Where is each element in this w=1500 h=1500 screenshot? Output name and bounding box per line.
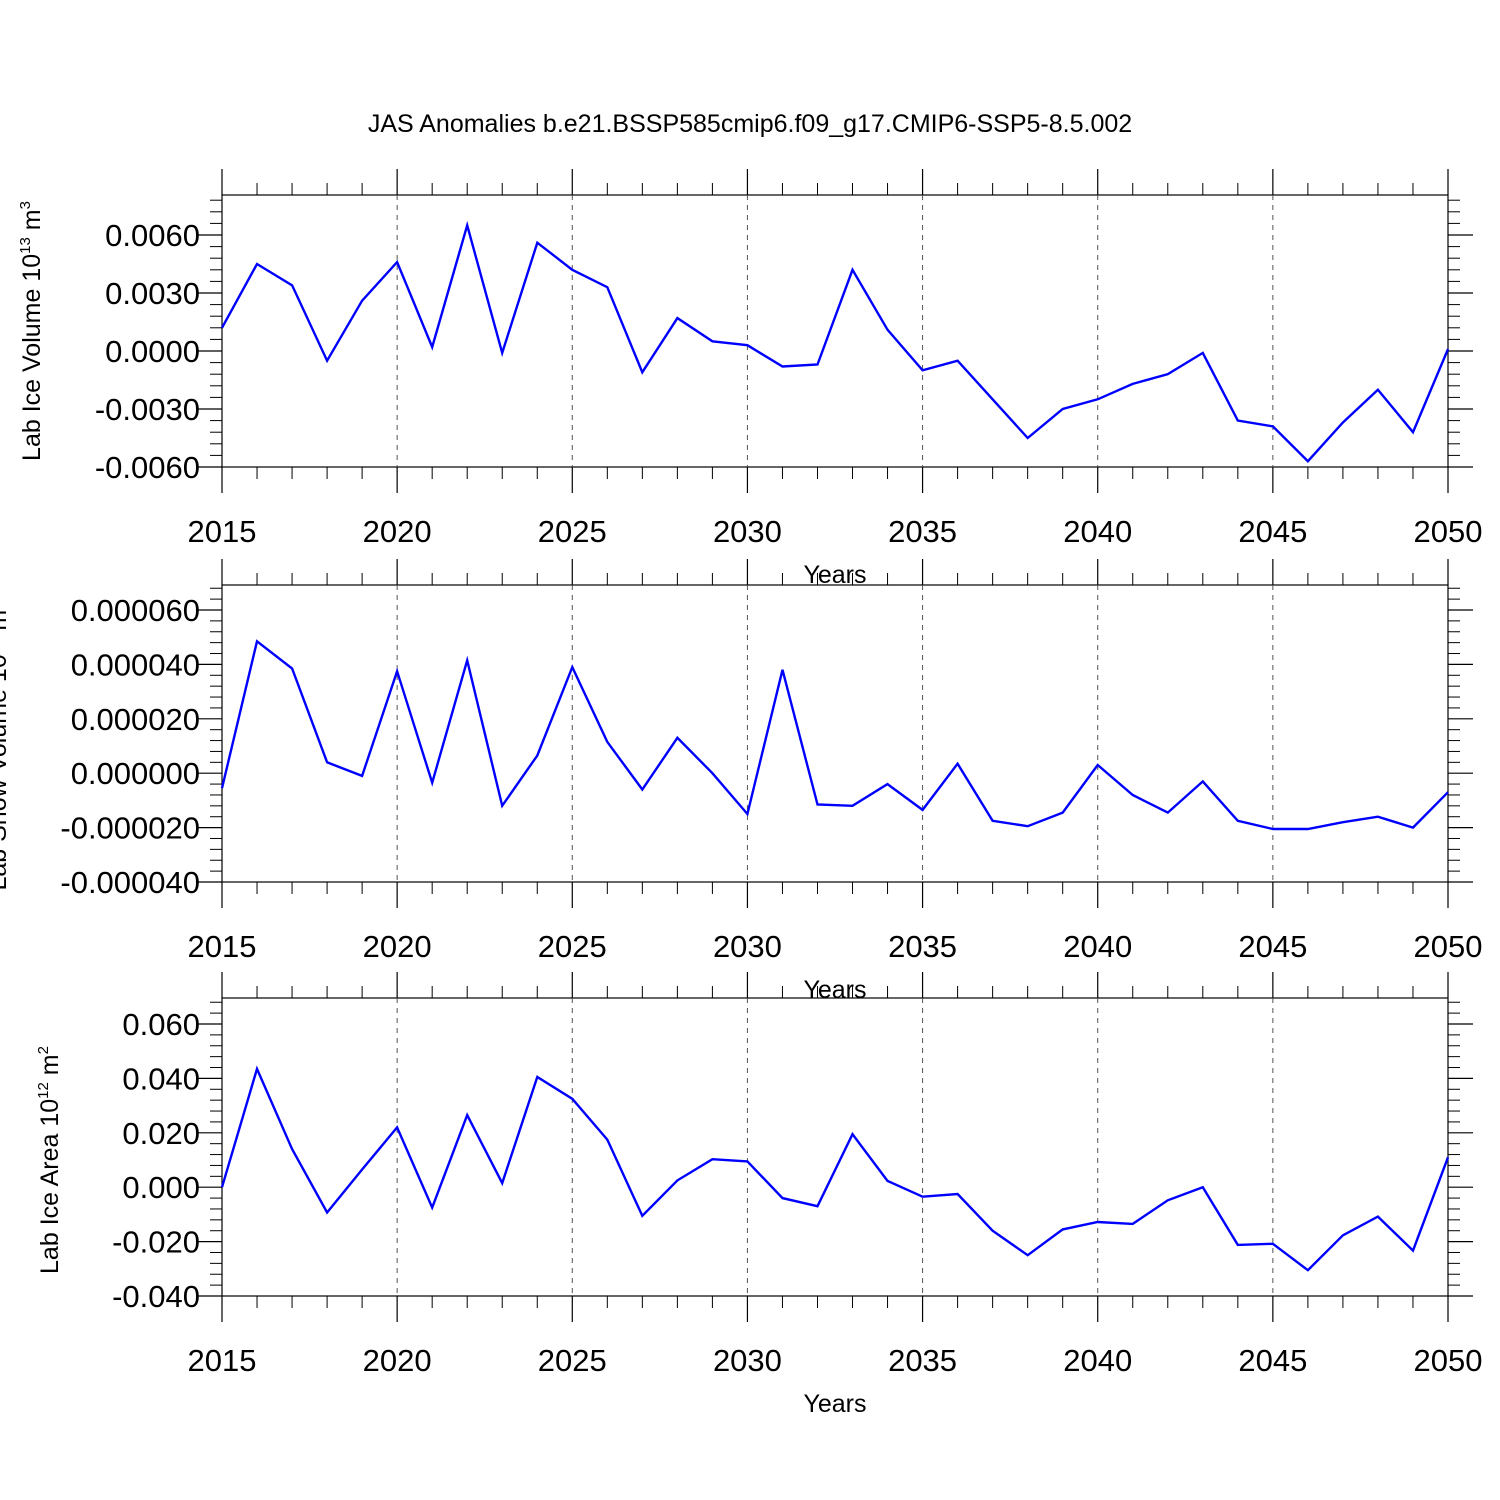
x-tick-label: 2020 — [363, 929, 432, 964]
x-tick-label: 2050 — [1414, 514, 1483, 549]
y-axis-label-unit-power: 3 — [17, 201, 34, 209]
x-tick-label: 2045 — [1238, 1343, 1307, 1378]
figure-title: JAS Anomalies b.e21.BSSP585cmip6.f09_g17… — [368, 110, 1132, 138]
y-axis-label: Lab Ice Area 1012 m2 — [35, 1046, 64, 1274]
plot-frame — [221, 194, 1449, 468]
y-axis-label: Lab Ice Volume 1013 m3 — [17, 201, 46, 461]
x-tick-label: 2030 — [713, 1343, 782, 1378]
y-axis-label-unit: m — [36, 1054, 64, 1082]
x-tick-label: 2045 — [1238, 514, 1307, 549]
x-axis-label: Years — [803, 561, 866, 589]
x-axis-label: Years — [803, 1390, 866, 1418]
y-axis-label-text: Lab Ice Volume 10 — [18, 254, 46, 461]
y-tick-label: 0.000060 — [71, 593, 200, 628]
x-tick-label: 2030 — [713, 929, 782, 964]
y-axis-label-power: 12 — [35, 1082, 52, 1099]
y-tick-label: -0.020 — [112, 1225, 200, 1260]
y-tick-label: 0.0060 — [105, 218, 200, 253]
y-tick-label: -0.0030 — [95, 392, 200, 427]
y-tick-label: -0.000040 — [60, 865, 200, 900]
x-tick-label: 2035 — [888, 514, 957, 549]
y-axis-label-text: Lab Snow Volume 10 — [0, 654, 12, 890]
y-tick-label: -0.000020 — [60, 811, 200, 846]
x-tick-label: 2045 — [1238, 929, 1307, 964]
x-tick-label: 2015 — [188, 929, 257, 964]
x-tick-label: 2050 — [1414, 1343, 1483, 1378]
x-tick-label: 2040 — [1063, 929, 1132, 964]
y-axis-label-unit: m — [18, 209, 46, 237]
y-tick-label: -0.0060 — [95, 450, 200, 485]
x-tick-label: 2015 — [188, 1343, 257, 1378]
y-tick-label: 0.020 — [122, 1116, 200, 1151]
chart-panel-1: 2015 2020 2025 2030 2035 2040 2045 2050 -0.0060 -… — [17, 169, 1482, 589]
x-tick-label: 2020 — [363, 514, 432, 549]
x-tick-label: 2025 — [538, 514, 607, 549]
x-tick-label: 2030 — [713, 514, 782, 549]
data-line-series-1 — [220, 639, 1449, 831]
x-tick-label: 2035 — [888, 1343, 957, 1378]
data-line-series-1 — [220, 1065, 1450, 1272]
y-axis-label-unit-power: 2 — [35, 1046, 52, 1054]
x-tick-label: 2050 — [1414, 929, 1483, 964]
y-tick-label: 0.0030 — [105, 276, 200, 311]
panels: 2015 2020 2025 2030 2035 2040 2045 2050 -0.0060 -… — [0, 169, 1482, 1418]
y-axis-label: Lab Snow Volume 1013 m3 — [0, 601, 12, 890]
x-tick-label: 2020 — [363, 1343, 432, 1378]
y-axis-label-power: 13 — [17, 237, 34, 254]
x-tick-label: 2040 — [1063, 1343, 1132, 1378]
y-tick-label: 0.000020 — [71, 702, 200, 737]
y-tick-label: 0.040 — [122, 1061, 200, 1096]
chart-panel-2: 2015 2020 2025 2030 2035 2040 2045 2050 -0.00004… — [0, 559, 1482, 1004]
x-tick-label: 2040 — [1063, 514, 1132, 549]
x-tick-label: 2035 — [888, 929, 957, 964]
x-tick-label: 2025 — [538, 929, 607, 964]
y-axis-label-unit: m — [0, 610, 12, 638]
x-tick-label: 2025 — [538, 1343, 607, 1378]
y-tick-label: 0.000000 — [71, 756, 200, 791]
y-tick-label: 0.000 — [122, 1170, 200, 1205]
y-tick-label: 0.060 — [122, 1007, 200, 1042]
x-tick-label: 2015 — [188, 514, 257, 549]
chart-panel-3: 2015 2020 2025 2030 2035 2040 2045 2050 -0.040 -0… — [35, 972, 1482, 1418]
y-axis-label-text: Lab Ice Area 10 — [36, 1099, 64, 1274]
x-axis-label: Years — [803, 976, 866, 1004]
plot-frame — [221, 584, 1449, 883]
y-tick-label: 0.0000 — [105, 334, 200, 369]
data-line-series-1 — [220, 220, 1450, 463]
y-tick-label: 0.000040 — [71, 647, 200, 682]
y-tick-label: -0.040 — [112, 1279, 200, 1314]
plot-frame — [221, 997, 1449, 1297]
